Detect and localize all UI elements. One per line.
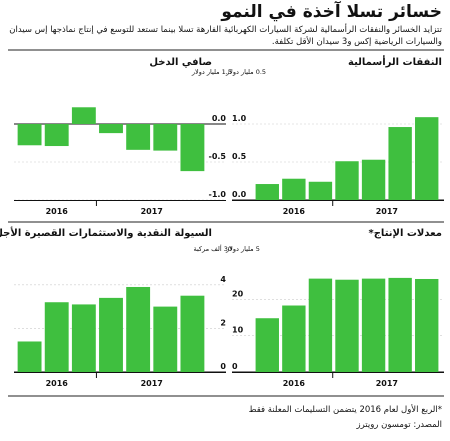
bar bbox=[361, 278, 386, 372]
bar bbox=[180, 124, 205, 172]
x-year-label: 2016 bbox=[46, 379, 69, 388]
y-tick-label: 0.0 bbox=[212, 114, 227, 123]
bar bbox=[17, 124, 42, 146]
bar bbox=[308, 278, 333, 372]
panel-title-cash: السيولة النقدية والاستثمارات القصيرة الأ… bbox=[0, 228, 212, 239]
bar bbox=[44, 302, 69, 372]
x-year-label: 2017 bbox=[141, 207, 163, 216]
bar bbox=[153, 306, 178, 372]
bar bbox=[126, 124, 151, 150]
bar bbox=[44, 124, 69, 147]
y-tick-label: 1.0 bbox=[232, 114, 247, 123]
chart-cash: 5 مليار دولار 0 2 4 2016 2017 bbox=[14, 245, 260, 388]
page-subtitle: تتزايد الخسائر والنفقات الرأسمالية لشركة… bbox=[9, 25, 442, 47]
source-note: المصدر: تومسون رويترز bbox=[356, 420, 442, 430]
bar bbox=[361, 159, 386, 200]
bar bbox=[282, 178, 306, 200]
bar bbox=[282, 305, 306, 372]
y-tick-label: -1.0 bbox=[209, 190, 227, 199]
bar bbox=[388, 127, 412, 200]
unit-label: 1.5 مليار دولار bbox=[191, 68, 232, 76]
bar bbox=[126, 286, 151, 372]
bar bbox=[308, 181, 333, 200]
bar bbox=[99, 124, 123, 134]
bar bbox=[255, 184, 279, 200]
panel-title-production: معدلات الإنتاج* bbox=[368, 228, 443, 239]
bar bbox=[255, 318, 279, 372]
x-year-label: 2016 bbox=[46, 207, 69, 216]
unit-label: 0.5 مليار دولار bbox=[225, 68, 266, 76]
y-tick-label: 0.5 bbox=[232, 152, 247, 161]
unit-label: 30 ألف مركبة bbox=[193, 244, 232, 253]
panel-title-net-income: صافي الدخل bbox=[149, 57, 212, 68]
bar bbox=[180, 295, 205, 372]
y-tick-label: 4 bbox=[220, 275, 226, 284]
bar bbox=[17, 341, 42, 372]
y-tick-label: 2 bbox=[220, 318, 226, 327]
y-tick-label: 0 bbox=[220, 362, 226, 371]
bar bbox=[99, 297, 123, 372]
footnote: *الربع الأول لعام 2016 يتضمن التسليمات ا… bbox=[248, 405, 442, 415]
x-year-label: 2017 bbox=[376, 379, 398, 388]
bar bbox=[415, 117, 439, 200]
bar bbox=[153, 124, 178, 151]
y-tick-label: -0.5 bbox=[209, 152, 227, 161]
x-year-label: 2017 bbox=[141, 379, 163, 388]
bar bbox=[335, 161, 359, 200]
bar bbox=[388, 277, 412, 372]
x-year-label: 2016 bbox=[283, 207, 306, 216]
panel-title-capex: النفقات الرأسمالية bbox=[348, 57, 442, 68]
bar bbox=[71, 107, 96, 124]
unit-label: 5 مليار دولار bbox=[225, 245, 260, 253]
y-tick-label: 10 bbox=[232, 326, 244, 335]
y-tick-label: 0.0 bbox=[232, 190, 247, 199]
y-tick-label: 20 bbox=[232, 289, 244, 298]
y-tick-label: 0 bbox=[232, 362, 238, 371]
bar bbox=[71, 304, 96, 372]
bar bbox=[415, 278, 439, 372]
chart-capex: 1.5 مليار دولار 0.0 0.5 1.0 2016 2017 bbox=[191, 68, 444, 216]
x-year-label: 2017 bbox=[376, 207, 398, 216]
x-year-label: 2016 bbox=[283, 379, 306, 388]
page-title: خسائر تسلا آخذة في النمو bbox=[221, 2, 442, 22]
bar bbox=[335, 279, 359, 372]
chart-net_income: 0.5 مليار دولار 0.0 -0.5 -1.0 2016 2017 bbox=[14, 68, 266, 216]
